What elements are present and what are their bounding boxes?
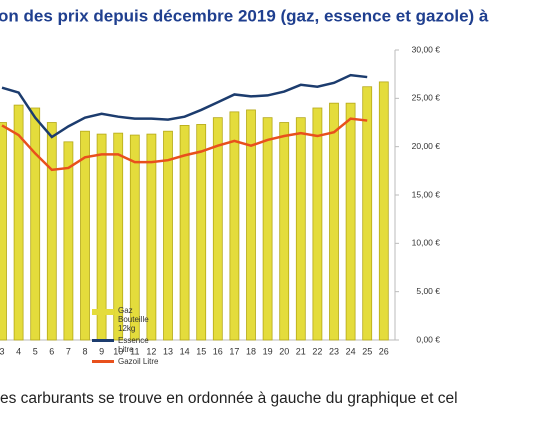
bar: [378, 81, 389, 341]
legend-item: Gazoil Litre: [92, 357, 162, 366]
x-tick-label: 12: [146, 346, 156, 356]
x-tick-label: 24: [346, 346, 356, 356]
bar: [0, 122, 7, 341]
bar: [362, 86, 373, 341]
x-tick-label: 25: [362, 346, 372, 356]
y-tick-label: 20,00 €: [412, 141, 441, 151]
x-tick-label: 5: [33, 346, 38, 356]
bar: [246, 109, 256, 341]
y-tick-label: 30,00 €: [412, 44, 441, 54]
bar: [312, 107, 323, 341]
bar: [80, 130, 90, 341]
x-tick-label: 13: [163, 346, 173, 356]
bar: [146, 133, 157, 341]
bar: [262, 117, 273, 341]
x-tick-label: 18: [246, 346, 256, 356]
y-tick-label: 0,00 €: [416, 334, 440, 344]
legend-label: Gaz Bouteille 12kg: [118, 306, 149, 333]
bar: [329, 102, 339, 341]
bar: [345, 102, 356, 341]
y-tick-label: 15,00 €: [412, 189, 441, 199]
x-tick-label: 22: [312, 346, 322, 356]
x-tick-label: 19: [263, 346, 273, 356]
bar: [163, 130, 173, 341]
bar: [30, 107, 41, 341]
bar: [13, 104, 24, 341]
x-tick-label: 16: [213, 346, 223, 356]
legend-label: Essence Litre: [118, 336, 149, 354]
x-tick-label: 4: [16, 346, 21, 356]
y-tick-label: 25,00 €: [412, 93, 441, 103]
x-tick-label: 3: [0, 346, 5, 356]
bar: [46, 122, 57, 341]
legend-swatch: [92, 339, 114, 342]
legend-item: Gaz Bouteille 12kg: [92, 306, 162, 333]
legend-swatch: [92, 309, 114, 315]
legend-swatch: [92, 360, 114, 363]
x-tick-label: 14: [180, 346, 190, 356]
legend: Gaz Bouteille 12kg Essence Litre Gazoil Li…: [92, 306, 162, 369]
bar: [129, 134, 140, 341]
bar: [179, 125, 190, 341]
x-tick-label: 20: [279, 346, 289, 356]
x-tick-label: 7: [66, 346, 71, 356]
x-tick-label: 10: [113, 346, 123, 356]
y-tick-label: 10,00 €: [412, 238, 441, 248]
x-tick-label: 11: [130, 346, 139, 356]
x-tick-label: 17: [229, 346, 239, 356]
x-tick-label: 21: [296, 346, 306, 356]
x-tick-label: 6: [49, 346, 54, 356]
x-tick-label: 15: [196, 346, 206, 356]
bar: [295, 117, 306, 341]
y-tick-label: 5,00 €: [416, 286, 440, 296]
bar: [279, 122, 290, 341]
bar: [113, 132, 124, 341]
chart-title: on des prix depuis décembre 2019 (gaz, e…: [0, 6, 489, 25]
line: [1, 73, 368, 139]
bar: [229, 111, 240, 341]
caption: es carburants se trouve en ordonnée à ga…: [0, 390, 458, 407]
bar: [196, 124, 207, 341]
x-tick-label: 9: [99, 346, 104, 356]
bar: [63, 141, 74, 341]
line: [1, 117, 368, 172]
x-tick-label: 8: [82, 346, 87, 356]
legend-label: Gazoil Litre: [118, 357, 159, 366]
bar: [212, 117, 223, 341]
x-tick-label: 26: [379, 346, 389, 356]
legend-item: Essence Litre: [92, 336, 162, 354]
x-tick-label: 23: [329, 346, 339, 356]
